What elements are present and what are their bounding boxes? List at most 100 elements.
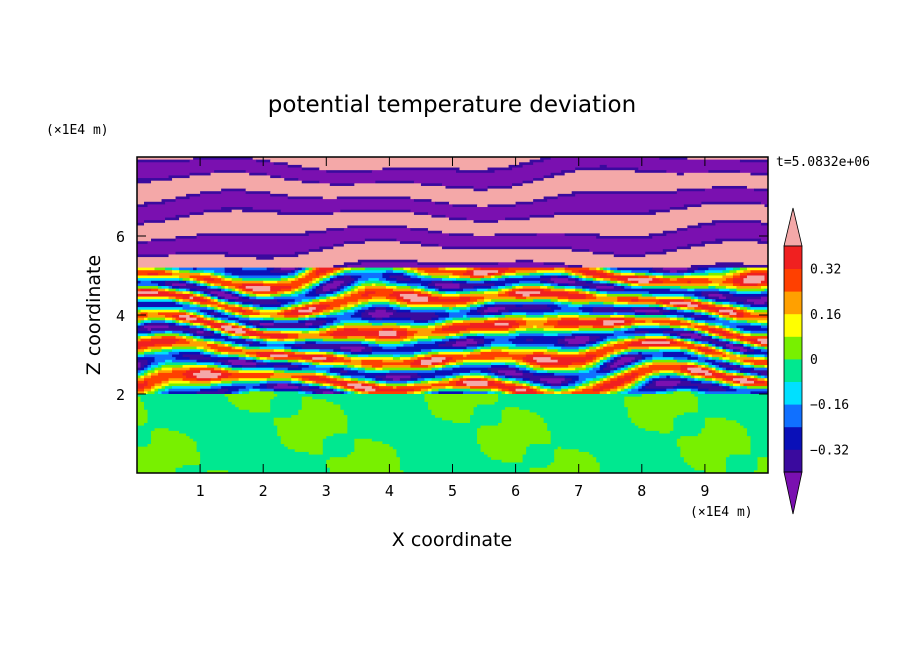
field-cell — [753, 354, 766, 358]
field-cell — [182, 372, 194, 377]
field-cell — [245, 291, 254, 295]
field-cell — [284, 349, 292, 353]
field-cell — [470, 415, 503, 419]
field-cell — [585, 272, 608, 277]
field-cell — [533, 180, 768, 184]
field-cell — [392, 357, 401, 361]
field-cell — [711, 370, 717, 374]
field-cell — [399, 307, 412, 311]
field-cell — [228, 370, 240, 374]
field-cell — [459, 330, 471, 335]
field-cell — [470, 370, 482, 374]
field-cell — [718, 365, 724, 369]
field-cell — [487, 367, 517, 371]
field-cell — [554, 214, 768, 219]
field-cell — [396, 283, 408, 287]
field-cell — [291, 270, 296, 274]
field-cell — [459, 372, 471, 377]
field-cell — [392, 288, 415, 292]
field-cell — [606, 267, 611, 271]
field-cell — [165, 283, 173, 287]
field-cell — [427, 272, 454, 277]
field-cell — [315, 267, 320, 271]
field-cell — [484, 341, 492, 345]
field-cell — [147, 317, 166, 321]
field-cell — [505, 315, 527, 319]
field-cell — [357, 283, 362, 287]
field-cell — [690, 320, 695, 324]
field-cell — [347, 309, 355, 313]
field-cell — [603, 338, 608, 342]
field-cell — [165, 388, 170, 392]
field-cell — [746, 299, 768, 303]
field-cell — [585, 346, 590, 350]
field-cell — [659, 349, 681, 353]
field-cell — [305, 322, 313, 327]
field-cell — [743, 315, 768, 319]
field-cell — [529, 362, 538, 366]
field-cell — [301, 288, 306, 292]
field-cell — [631, 325, 639, 329]
field-cell — [452, 420, 471, 424]
field-cell — [364, 388, 376, 392]
field-cell — [403, 272, 408, 277]
field-cell — [599, 341, 604, 345]
field-cell — [207, 312, 212, 316]
field-cell — [484, 275, 492, 279]
field-cell — [273, 365, 299, 369]
field-cell — [347, 425, 482, 429]
field-cell — [235, 320, 240, 324]
field-cell — [357, 367, 366, 371]
field-cell — [329, 386, 334, 390]
field-cell — [322, 441, 355, 445]
field-cell — [203, 296, 208, 300]
field-cell — [725, 417, 768, 421]
field-cell — [266, 267, 275, 271]
field-cell — [470, 304, 478, 308]
field-cell — [624, 401, 699, 406]
field-cell — [592, 251, 615, 256]
field-cell — [382, 322, 398, 327]
field-cell — [245, 357, 254, 361]
field-cell — [273, 422, 348, 427]
field-cell — [294, 351, 306, 356]
field-cell — [470, 307, 478, 311]
field-cell — [620, 354, 625, 358]
field-cell — [725, 296, 762, 300]
field-cell — [144, 404, 236, 408]
field-cell — [375, 309, 387, 313]
field-cell — [287, 164, 303, 169]
colorbar-label: 0 — [810, 353, 818, 368]
field-cell — [512, 357, 524, 361]
field-cell — [137, 299, 173, 303]
field-cell — [515, 291, 541, 295]
field-cell — [470, 420, 503, 424]
field-cell — [694, 288, 720, 292]
field-cell — [746, 343, 752, 348]
field-cell — [757, 283, 768, 287]
field-cell — [364, 380, 369, 385]
field-cell — [634, 328, 674, 332]
field-cell — [564, 338, 590, 342]
field-cell — [242, 336, 250, 340]
field-cell — [708, 346, 713, 350]
field-cell — [697, 391, 706, 395]
field-cell — [739, 386, 748, 390]
field-cell — [305, 317, 310, 321]
field-cell — [638, 275, 650, 279]
field-cell — [228, 330, 233, 335]
field-cell — [147, 333, 156, 337]
field-cell — [645, 375, 650, 379]
field-cell — [172, 299, 177, 303]
field-cell — [284, 444, 324, 448]
field-cell — [217, 349, 243, 353]
field-cell — [291, 307, 296, 311]
field-cell — [750, 365, 755, 369]
field-cell — [655, 380, 681, 385]
field-cell — [557, 351, 580, 356]
field-cell — [515, 383, 524, 387]
field-cell — [270, 354, 289, 358]
field-cell — [498, 372, 506, 377]
field-cell — [214, 325, 222, 329]
field-cell — [662, 249, 678, 253]
